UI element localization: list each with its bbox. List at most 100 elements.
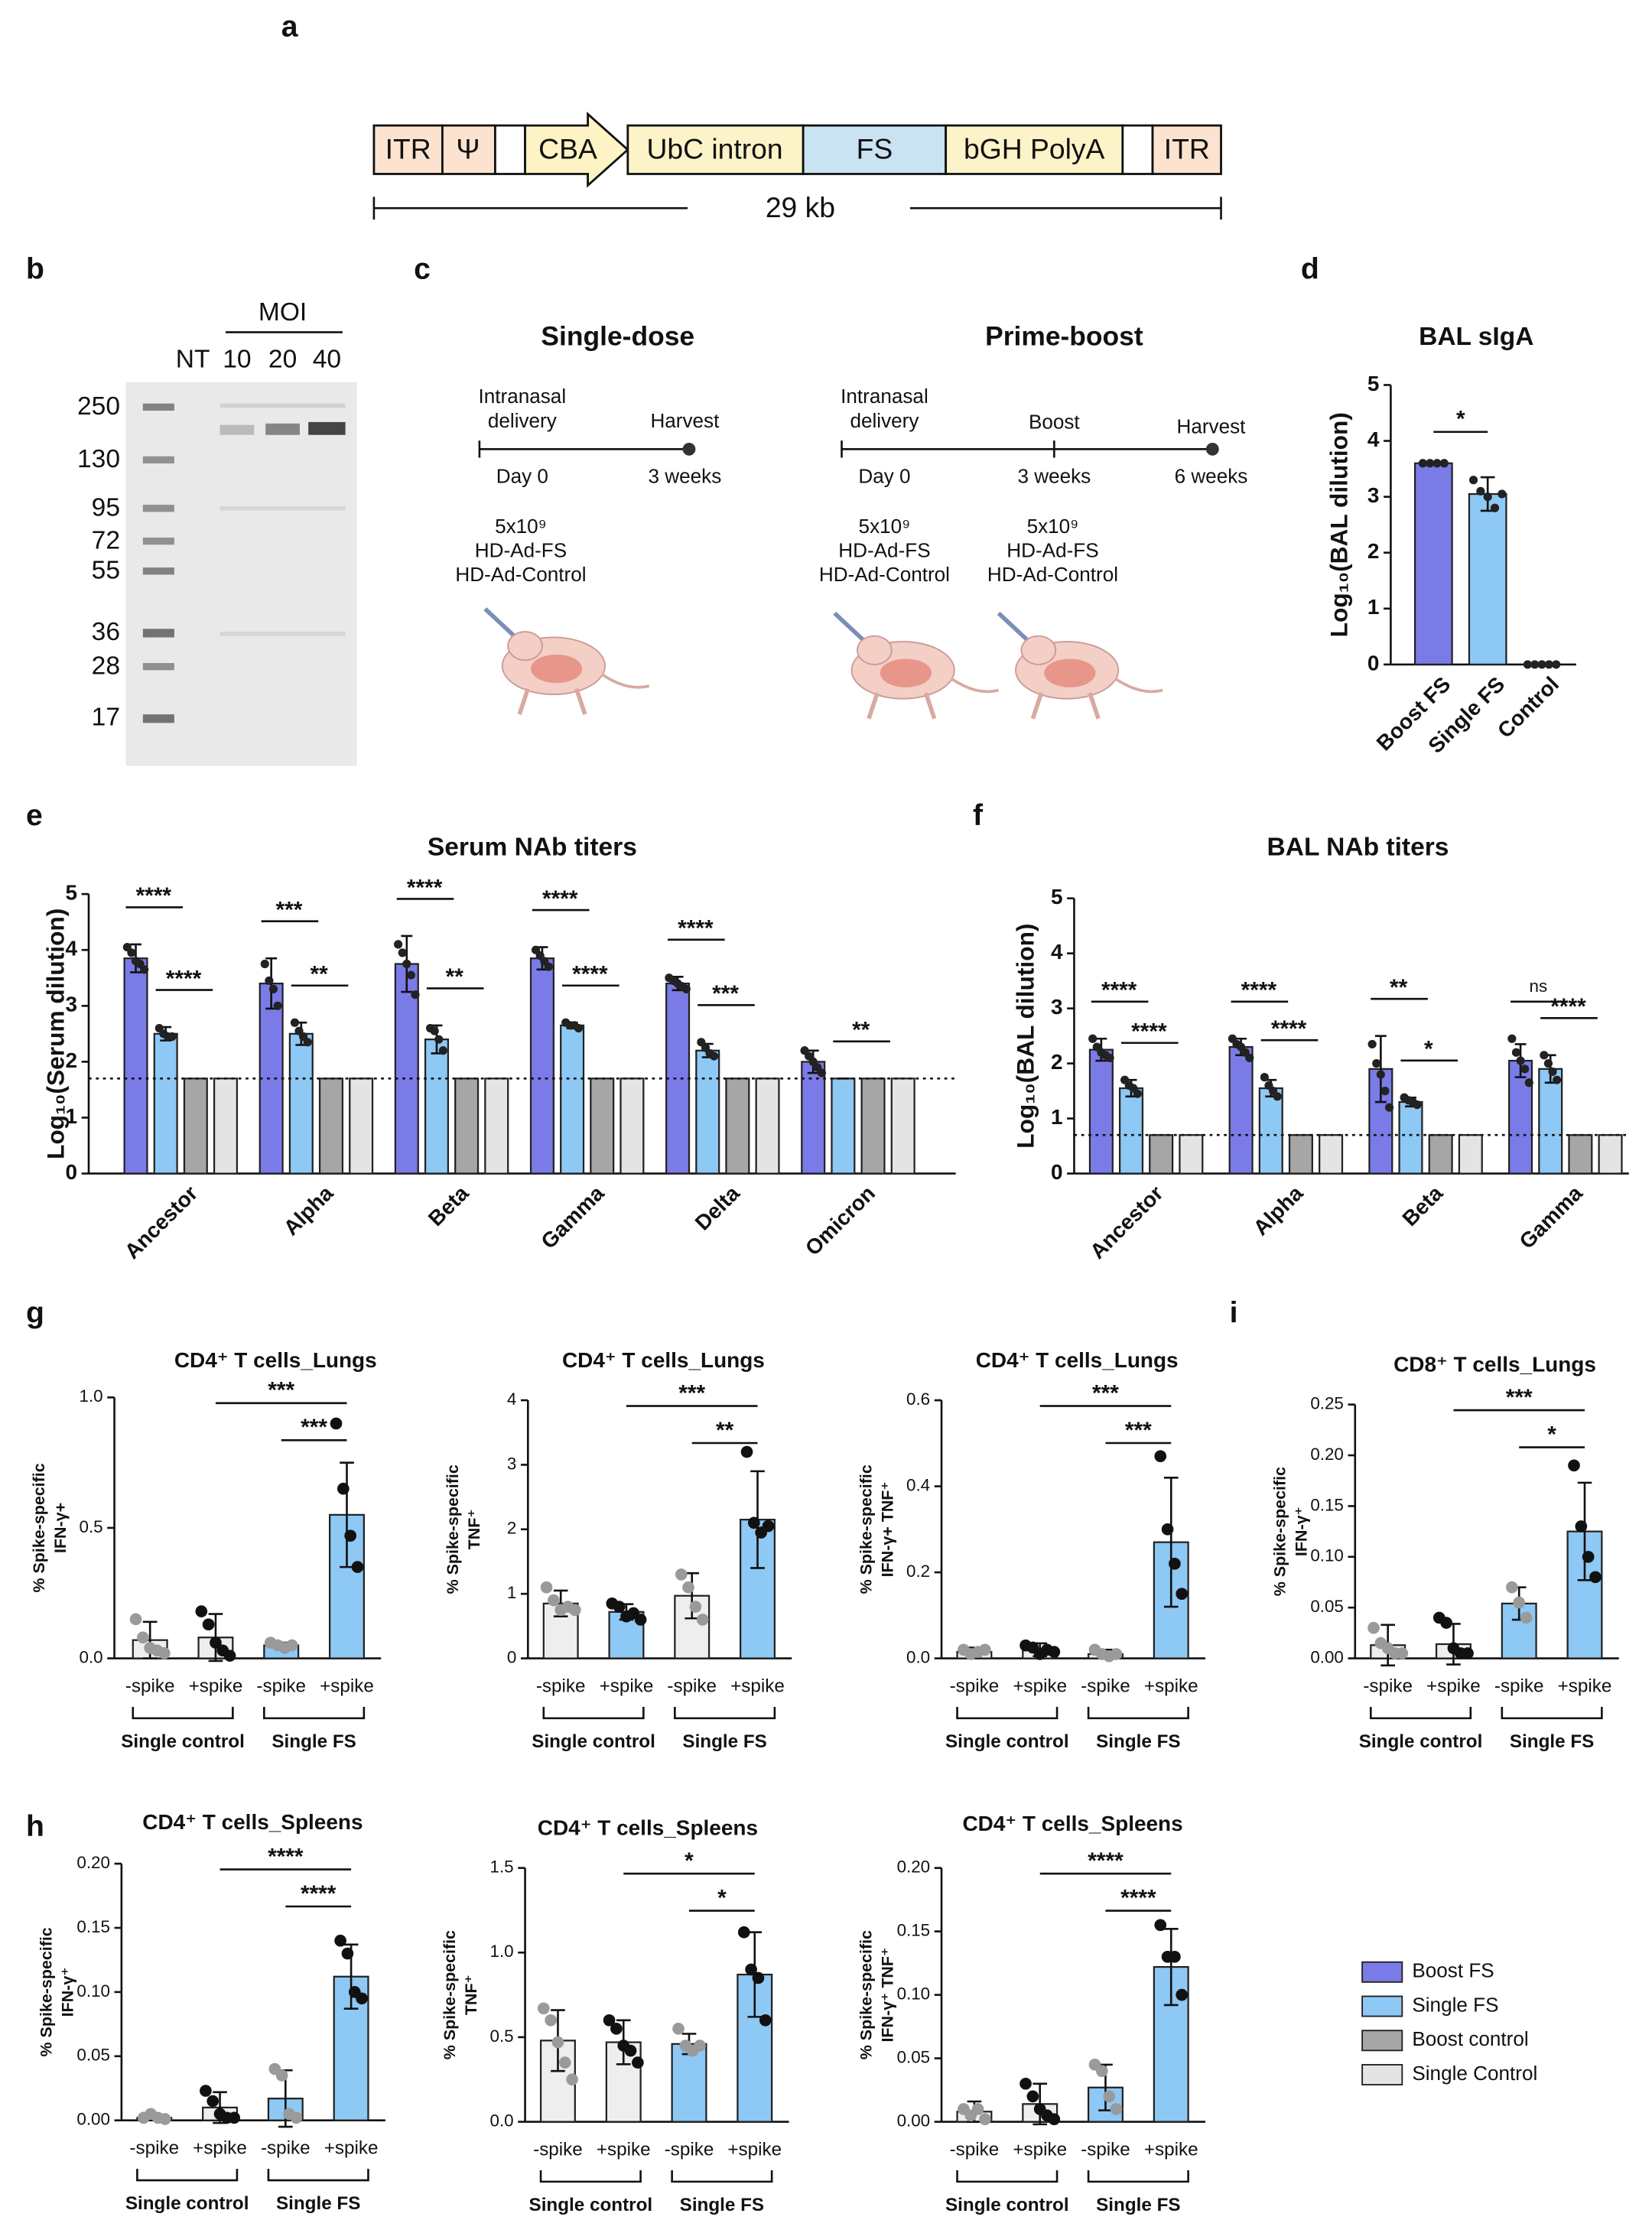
data-point — [545, 2014, 557, 2027]
data-point — [537, 2002, 550, 2015]
bar — [1319, 1134, 1344, 1175]
data-point — [1426, 459, 1435, 468]
bar — [605, 2041, 642, 2123]
significance-label: **** — [268, 1844, 304, 1869]
significance-label: *** — [301, 1415, 327, 1440]
y-tick-label: 0.4 — [906, 1475, 930, 1494]
data-point — [566, 2073, 578, 2086]
bar — [484, 1077, 509, 1175]
y-axis-label: TNF⁺ — [465, 1509, 483, 1549]
significance-label: *** — [678, 1380, 705, 1406]
panel-label: f — [973, 799, 984, 832]
significance-label: **** — [1088, 1848, 1124, 1874]
data-point — [260, 959, 269, 969]
x-tick-label: +spike — [727, 2139, 782, 2160]
data-point — [1520, 1064, 1530, 1074]
bar — [183, 1077, 208, 1175]
significance-label: **** — [166, 966, 202, 991]
x-tick-label: -spike — [533, 2139, 583, 2160]
y-tick-label: 1 — [1051, 1105, 1063, 1129]
data-point — [1418, 459, 1427, 468]
marker-label: 250 — [77, 392, 120, 421]
x-tick-label: Ancestor — [120, 1181, 203, 1263]
timeline-tick — [841, 440, 1055, 458]
data-point — [402, 959, 411, 969]
lane-label: 40 — [313, 346, 341, 374]
significance-label: **** — [572, 962, 608, 987]
data-point — [273, 1001, 282, 1010]
x-tick-label: -spike — [261, 2137, 311, 2158]
data-point — [1169, 1557, 1181, 1570]
significance-label: **** — [542, 886, 578, 912]
significance-label: **** — [678, 916, 714, 941]
group-bracket — [1501, 1706, 1603, 1720]
data-point — [1490, 503, 1500, 512]
y-tick-label: 5 — [66, 881, 78, 905]
legend-label: Boost FS — [1412, 1959, 1494, 1982]
data-point — [551, 2036, 564, 2049]
x-tick-label: -spike — [536, 1676, 586, 1696]
dose-label: HD-Ad-Control — [987, 563, 1118, 586]
significance-label: **** — [136, 883, 172, 908]
y-tick-label: 0 — [66, 1160, 78, 1184]
dose-label: 5x10⁹ — [495, 515, 547, 538]
marker-label: 130 — [77, 445, 120, 473]
y-tick-label: 1 — [507, 1583, 516, 1602]
y-tick-label: 0.05 — [1310, 1597, 1344, 1616]
significance-label: **** — [1550, 994, 1586, 1019]
chart-title: Serum NAb titers — [428, 833, 637, 861]
bar — [318, 1077, 344, 1175]
significance-label: **** — [1120, 1886, 1156, 1911]
group-bracket — [956, 2170, 1059, 2183]
x-tick-label: +spike — [1558, 1676, 1612, 1696]
time-label: 3 weeks — [1017, 465, 1091, 488]
data-point — [351, 1561, 364, 1573]
group-bracket — [132, 1706, 234, 1720]
data-point — [634, 1614, 647, 1626]
scale-bar — [372, 197, 1222, 220]
marker-label: 55 — [92, 557, 120, 585]
bar — [123, 957, 148, 1175]
data-point — [1523, 660, 1532, 669]
promoter-arrow — [524, 112, 629, 188]
x-tick-label: +spike — [320, 1676, 374, 1696]
data-point — [1095, 2065, 1108, 2078]
data-point — [1384, 1103, 1394, 1112]
segment-label: FS — [857, 132, 893, 164]
data-point — [1553, 1075, 1562, 1084]
group-label: Single control — [532, 1731, 655, 1752]
data-point — [710, 1051, 719, 1061]
bar — [259, 982, 284, 1175]
data-point — [1048, 2113, 1061, 2126]
x-tick-label: -spike — [950, 2139, 1000, 2160]
bar — [725, 1077, 750, 1175]
data-point — [137, 1631, 149, 1644]
group-label: Single FS — [276, 2193, 360, 2214]
segment-label: ITR — [1164, 132, 1210, 164]
group-bracket — [671, 2170, 773, 2183]
mouse-illustration — [834, 613, 998, 719]
chart-title: CD4⁺ T cells_Lungs — [174, 1348, 377, 1372]
event-label: Intranasal — [479, 385, 567, 408]
group-label: Single control — [529, 2195, 653, 2215]
y-tick-label: 0.10 — [897, 1984, 931, 2004]
y-tick-label: 0.20 — [897, 1858, 931, 1877]
significance-label: * — [1456, 407, 1465, 432]
chart-title: CD4⁺ T cells_Lungs — [976, 1348, 1179, 1372]
group-label: Single FS — [1096, 1731, 1180, 1752]
panel-label: d — [1301, 253, 1319, 286]
data-point — [430, 1026, 439, 1035]
x-tick-label: +spike — [1013, 1676, 1067, 1696]
error-bar — [1577, 1481, 1592, 1581]
data-point — [200, 2085, 212, 2097]
x-tick-label: -spike — [665, 2139, 714, 2160]
legend-swatch — [1361, 1995, 1403, 2017]
sample-bands — [220, 403, 346, 636]
chart-title: BAL sIgA — [1419, 323, 1533, 351]
data-point — [675, 1568, 688, 1581]
legend-label: Single Control — [1412, 2062, 1537, 2085]
data-point — [613, 1601, 626, 1613]
bar — [1179, 1134, 1204, 1175]
x-tick-label: +spike — [189, 1676, 243, 1696]
data-point — [341, 1947, 354, 1960]
